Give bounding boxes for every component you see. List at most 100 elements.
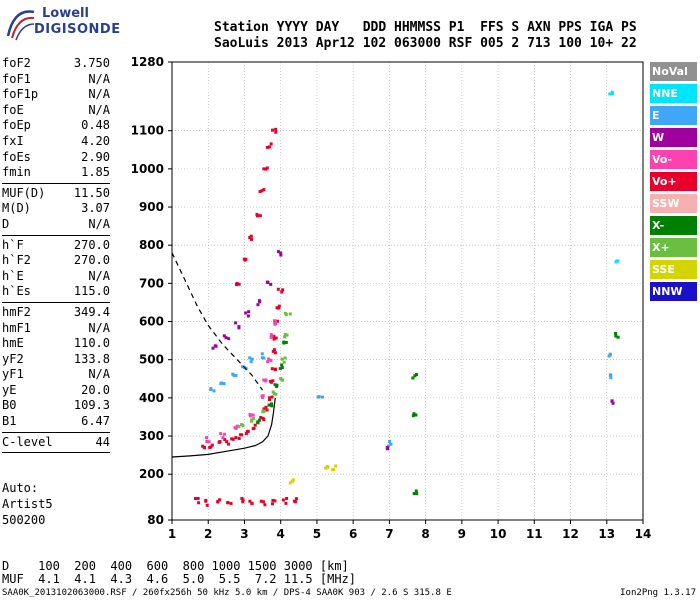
echo-point: [285, 496, 289, 500]
echo-point: [250, 418, 254, 422]
y-tick-label: 400: [139, 391, 164, 405]
echo-point: [209, 387, 213, 391]
echo-point: [271, 379, 275, 383]
param-value: 110.0: [73, 336, 110, 351]
echo-point: [241, 500, 245, 504]
echo-point: [326, 465, 330, 469]
legend-item-x: X+: [650, 238, 697, 257]
param-name: yF2: [2, 351, 24, 366]
echo-point: [616, 335, 620, 339]
header-values: SaoLuis 2013 Apr12 102 063000 RSF 005 2 …: [214, 36, 637, 51]
footer-version: Ion2Png 1.3.17: [620, 588, 696, 598]
x-tick-label: 12: [562, 527, 579, 541]
param-row: C-level 44: [2, 435, 110, 451]
param-value: N/A: [88, 102, 110, 117]
echo-point: [235, 424, 239, 428]
echo-point: [281, 378, 285, 382]
echo-point: [263, 503, 267, 507]
auto-program: Artist5: [2, 497, 53, 511]
param-value: 44: [95, 434, 110, 449]
param-value: 3.750: [73, 56, 110, 70]
echo-point: [271, 390, 275, 394]
echo-point: [201, 444, 205, 448]
header-labels: Station YYYY DAY DDD HHMMSS P1 FFS S AXN…: [214, 20, 637, 35]
param-name: B1: [2, 414, 17, 429]
echo-point: [609, 376, 613, 380]
echo-point: [197, 501, 201, 505]
echo-point: [256, 303, 260, 307]
echo-point: [237, 282, 241, 286]
param-row: h`E N/A: [2, 269, 110, 285]
digisonde-logo: Lowell DIGISONDE: [4, 6, 124, 46]
param-value: 115.0: [73, 284, 110, 299]
y-tick-label: 200: [139, 467, 164, 481]
auto-label: Auto:: [2, 481, 39, 495]
echo-point: [266, 360, 270, 364]
param-row: foEs 2.90: [2, 150, 110, 166]
echo-point: [266, 280, 270, 284]
echo-point: [411, 414, 415, 418]
echo-point: [271, 502, 275, 506]
echo-point: [273, 499, 277, 503]
autoscaling-info: Auto: Artist5 500200: [2, 480, 53, 528]
echo-point: [614, 331, 618, 335]
echo-point: [274, 130, 278, 134]
x-tick-label: 13: [598, 527, 615, 541]
param-name: h`Es: [2, 284, 31, 299]
echo-point: [212, 389, 216, 393]
logo-line2: DIGISONDE: [34, 22, 121, 37]
echo-point: [388, 439, 392, 443]
echo-point: [205, 436, 209, 440]
echo-point: [280, 366, 284, 370]
echo-point: [273, 383, 277, 387]
y-tick-label: 500: [139, 353, 164, 367]
param-name: M(D): [2, 201, 31, 216]
echo-point: [264, 405, 268, 409]
param-name: yE: [2, 382, 17, 397]
y-tick-label: 900: [139, 200, 164, 214]
echo-point: [267, 145, 271, 149]
echo-point: [231, 437, 235, 441]
echo-point: [610, 90, 614, 94]
echo-point: [207, 440, 211, 444]
param-row: B0 109.3: [2, 398, 110, 414]
echo-point: [253, 423, 257, 427]
echo-point: [324, 466, 328, 470]
x-tick-label: 8: [421, 527, 429, 541]
param-name: foE: [2, 102, 24, 117]
echo-point: [608, 373, 612, 377]
x-tick-label: 7: [385, 527, 393, 541]
param-value: N/A: [88, 87, 110, 102]
echo-point: [269, 335, 273, 339]
echo-point: [262, 188, 266, 192]
echo-point: [265, 145, 269, 149]
echo-point: [614, 334, 618, 338]
param-divider: [2, 301, 110, 303]
param-value: 270.0: [73, 237, 110, 252]
echo-point: [273, 319, 277, 323]
echo-point: [241, 423, 245, 427]
echo-point: [219, 382, 223, 386]
legend-item-nne: NNE: [650, 84, 697, 103]
param-value: N/A: [88, 71, 110, 86]
echo-point: [260, 352, 264, 356]
echo-point: [229, 501, 233, 505]
echo-point: [247, 310, 251, 314]
param-name: B0: [2, 398, 17, 413]
echo-point: [316, 395, 320, 399]
echo-point: [272, 392, 276, 396]
param-row: foF2 3.750: [2, 56, 110, 72]
echo-point: [291, 478, 295, 482]
echo-point: [237, 425, 241, 429]
param-name: C-level: [2, 434, 53, 449]
echo-point: [290, 479, 294, 483]
echo-point: [250, 501, 254, 505]
x-tick-label: 1: [168, 527, 176, 541]
echo-point: [250, 357, 254, 361]
echo-point: [269, 142, 273, 146]
echo-point: [245, 429, 249, 433]
echo-point: [260, 394, 264, 398]
echo-point: [218, 440, 222, 444]
param-row: foF1p N/A: [2, 87, 110, 103]
param-row: yE 20.0: [2, 383, 110, 399]
